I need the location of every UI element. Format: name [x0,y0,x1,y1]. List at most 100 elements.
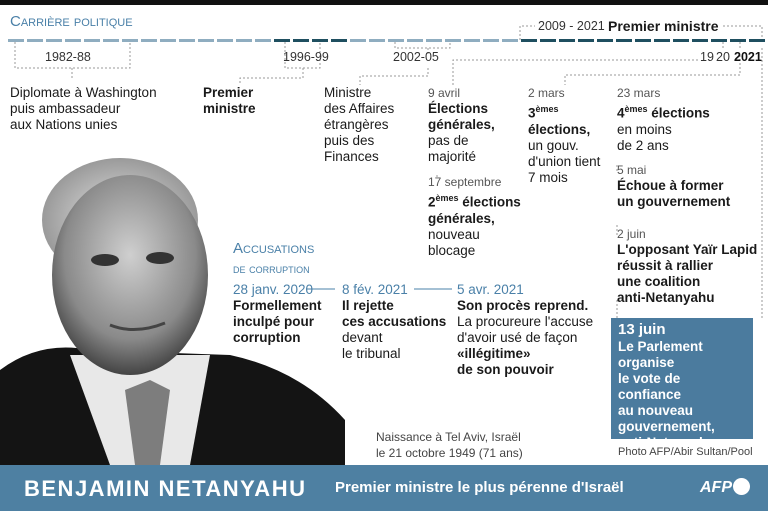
date: 8 fév. 2021 [342,282,408,297]
timeline-segment [350,39,366,42]
timeline-segment [407,39,423,42]
ordinal: 3 [528,105,536,121]
timeline-segment [274,39,290,42]
text-line: de 2 ans [617,137,669,153]
period-label: 2002-05 [393,50,439,64]
text-line: nouveau [428,226,480,242]
text-line: organise [618,355,675,370]
accusation-2: 8 fév. 2021 Il rejette ces accusations de… [342,282,446,362]
timeline-segment [635,39,651,42]
timeline-segment [483,39,499,42]
timeline-segment [255,39,271,42]
career-minister: Ministre des Affaires étrangères puis des Fi… [324,85,394,165]
text-line: élections [647,105,710,121]
date: 5 mai [617,163,647,177]
date: 17 septembre [428,175,502,189]
text-line: des Affaires [324,101,395,116]
timeline-segment [654,39,670,42]
ordinal: 2 [428,194,436,210]
text-line: La procureure l'accuse [457,314,594,329]
person-name: BENJAMIN NETANYAHU [24,476,307,501]
timeline-segment [103,39,119,42]
subtitle: Premier ministre le plus pérenne d'Israë… [335,479,624,496]
period-label: 1982-88 [45,50,91,64]
top-bar [0,0,768,5]
timeline-segment [217,39,233,42]
text-line: le 21 octobre 1949 (71 ans) [376,446,523,460]
timeline-segment [331,39,347,42]
event-5-mai: 5 mai Échoue à former un gouvernement [617,163,730,210]
text-line: Il rejette [342,298,394,313]
text-line: «illégitime» [457,346,531,361]
accusation-1: 28 janv. 2020 Formellement inculpé pour co… [233,282,322,346]
text-line: aux Nations unies [10,117,118,132]
pm-label: Premier ministre [608,18,719,34]
title-line: Accusations [233,240,315,257]
portrait-photo [0,158,345,465]
text-line: L'opposant Yaïr Lapid [617,242,758,257]
text-line: blocage [428,242,476,258]
section-title: Carrière politique [10,13,133,30]
title-line: de corruption [233,261,310,276]
text-line: puis ambassadeur [10,101,121,116]
ordinal: 4 [617,105,625,121]
timeline-segment [711,39,727,42]
ordinal-suffix: èmes [624,104,648,114]
text-line: puis des [324,133,375,148]
timeline-segment [179,39,195,42]
text-line: Élections [428,101,489,116]
text-line: un gouv. [528,137,579,153]
election-3: 2 mars 3èmes élections, un gouv. d'union … [528,86,600,186]
timeline-segment [198,39,214,42]
text-line: le tribunal [342,346,401,361]
election-1: 9 avril Élections générales, pas de majori… [428,86,495,165]
text-line: pas de [428,133,469,148]
election-4: 23 mars 4èmes élections en moins de 2 ans [617,86,710,154]
timeline-segment [502,39,518,42]
year-label: 2021 [734,50,762,64]
text-line: Naissance à Tel Aviv, Israël [376,430,521,444]
text-line: Le Parlement [618,339,703,354]
ordinal-suffix: èmes [535,104,559,114]
text-line: ces accusations [342,314,447,329]
timeline-segment [8,39,24,42]
birth-info: Naissance à Tel Aviv, Israël le 21 octobr… [376,429,523,461]
highlight-box: 13 juin Le Parlement organise le vote de c… [611,318,753,450]
text-line: réussit à rallier [617,258,714,273]
text-line: d'union tient [528,153,601,169]
afp-logo: AFP [700,478,750,497]
date: 5 avr. 2021 [457,282,524,297]
text-line: anti-Netanyahu [617,290,715,305]
timeline-segment [597,39,613,42]
text-line: Formellement [233,298,322,313]
text-line: majorité [428,149,477,164]
date: 2 mars [528,86,565,100]
date: 23 mars [617,86,661,100]
year-label: 19 [700,50,714,64]
text-line: inculpé pour [233,314,314,329]
timeline-segment [673,39,689,42]
footer-bar: BENJAMIN NETANYAHU Premier ministre le p… [0,465,768,511]
timeline-segment [692,39,708,42]
timeline-segment [27,39,43,42]
timeline-segment [293,39,309,42]
timeline-segment [122,39,138,42]
year-label: 20 [716,50,730,64]
text-line: ministre [203,101,256,116]
timeline-segment [84,39,100,42]
text-line: de son pouvoir [457,362,554,377]
text-line: générales, [428,117,495,132]
text-line: élections, [528,121,591,137]
timeline-segment [369,39,385,42]
timeline-segment [540,39,556,42]
text-line: le vote de confiance [618,371,682,402]
text-line: générales, [428,210,495,226]
ordinal-suffix: èmes [435,193,459,203]
timeline-segment [65,39,81,42]
pm-range: 2009 - 2021 [538,19,605,33]
logo-circle-icon [733,478,750,495]
timeline-segment [559,39,575,42]
timeline-segment [312,39,328,42]
text-line: un gouvernement [617,194,731,209]
date: 9 avril [428,86,461,100]
